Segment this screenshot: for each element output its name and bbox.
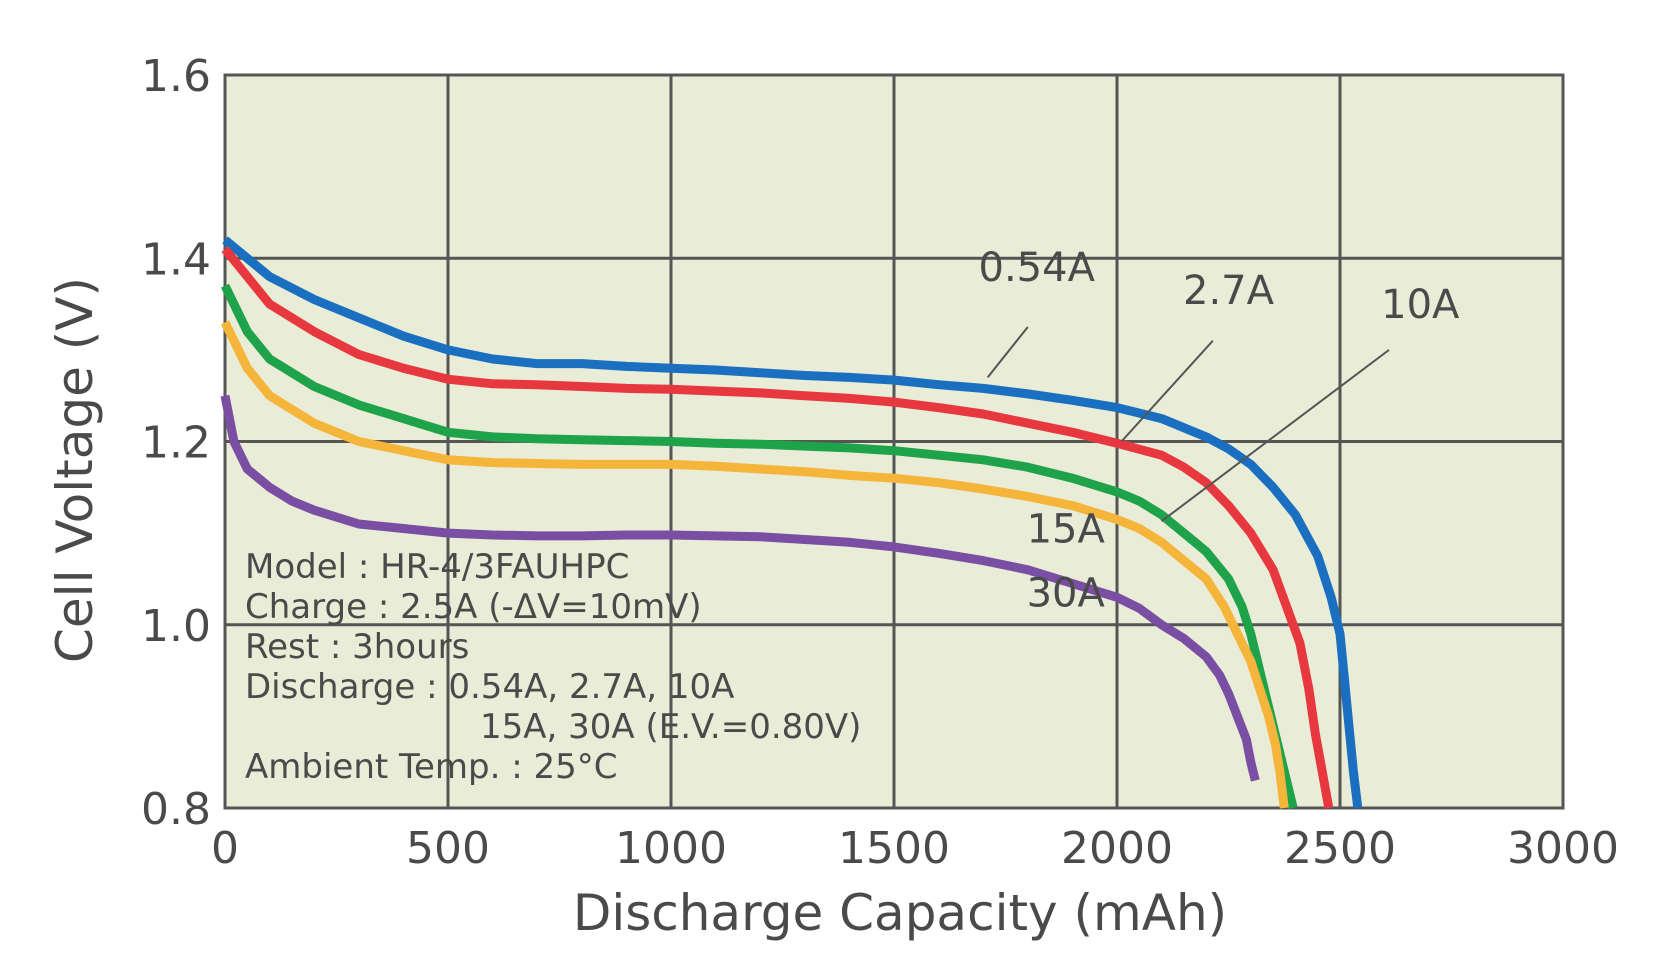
x-tick-label: 500 bbox=[406, 823, 490, 874]
grid bbox=[223, 73, 1565, 810]
y-tick-label: 1.4 bbox=[141, 234, 211, 285]
y-tick-label: 0.8 bbox=[141, 784, 211, 835]
test-conditions-note: Model : HR-4/3FAUHPC Charge : 2.5A (-ΔV=… bbox=[245, 547, 861, 787]
y-tick-label: 1.6 bbox=[141, 51, 211, 102]
series-lines bbox=[220, 236, 1363, 810]
series-label: 10A bbox=[1381, 282, 1460, 328]
series-line-30A bbox=[220, 394, 1260, 782]
note-model: Model : HR-4/3FAUHPC bbox=[245, 547, 629, 587]
series-label: 2.7A bbox=[1183, 268, 1275, 314]
note-discharge-cont: 15A, 30A (E.V.=0.80V) bbox=[480, 707, 861, 747]
note-discharge: Discharge : 0.54A, 2.7A, 10A bbox=[245, 667, 734, 707]
leader-line bbox=[1160, 349, 1390, 523]
series-label: 30A bbox=[1027, 570, 1106, 616]
y-tick-label: 1.0 bbox=[141, 601, 211, 652]
y-tick-label: 1.2 bbox=[141, 418, 211, 469]
series-labels: 0.54A 2.7A 10A 15A 30A bbox=[979, 245, 1461, 616]
x-tick-label: 2000 bbox=[1061, 823, 1173, 874]
series-label: 0.54A bbox=[979, 245, 1096, 291]
series-line-2_7A bbox=[221, 246, 1334, 809]
x-tick-label: 2500 bbox=[1284, 823, 1396, 874]
leader-lines bbox=[986, 326, 1390, 523]
series-line-10A bbox=[220, 283, 1298, 810]
series-line-15A bbox=[220, 320, 1289, 809]
leader-line bbox=[986, 326, 1029, 378]
x-axis-label: Discharge Capacity (mAh) bbox=[573, 884, 1227, 942]
note-ambient-temp: Ambient Temp. : 25°C bbox=[245, 747, 618, 787]
series-label: 15A bbox=[1027, 506, 1106, 552]
y-axis-label: Cell Voltage (V) bbox=[46, 277, 104, 663]
leader-line bbox=[1120, 340, 1214, 443]
x-tick-label: 1000 bbox=[615, 823, 727, 874]
x-tick-label: 0 bbox=[211, 823, 239, 874]
note-charge: Charge : 2.5A (-ΔV=10mV) bbox=[245, 587, 702, 627]
x-tick-label: 1500 bbox=[838, 823, 950, 874]
x-tick-label: 3000 bbox=[1507, 823, 1619, 874]
note-rest: Rest : 3hours bbox=[245, 627, 469, 667]
tick-labels: 0 500 1000 1500 2000 2500 3000 0.8 1.0 1.2 1.4 1.6 bbox=[141, 51, 1619, 874]
series-line-0_54A bbox=[222, 236, 1363, 809]
